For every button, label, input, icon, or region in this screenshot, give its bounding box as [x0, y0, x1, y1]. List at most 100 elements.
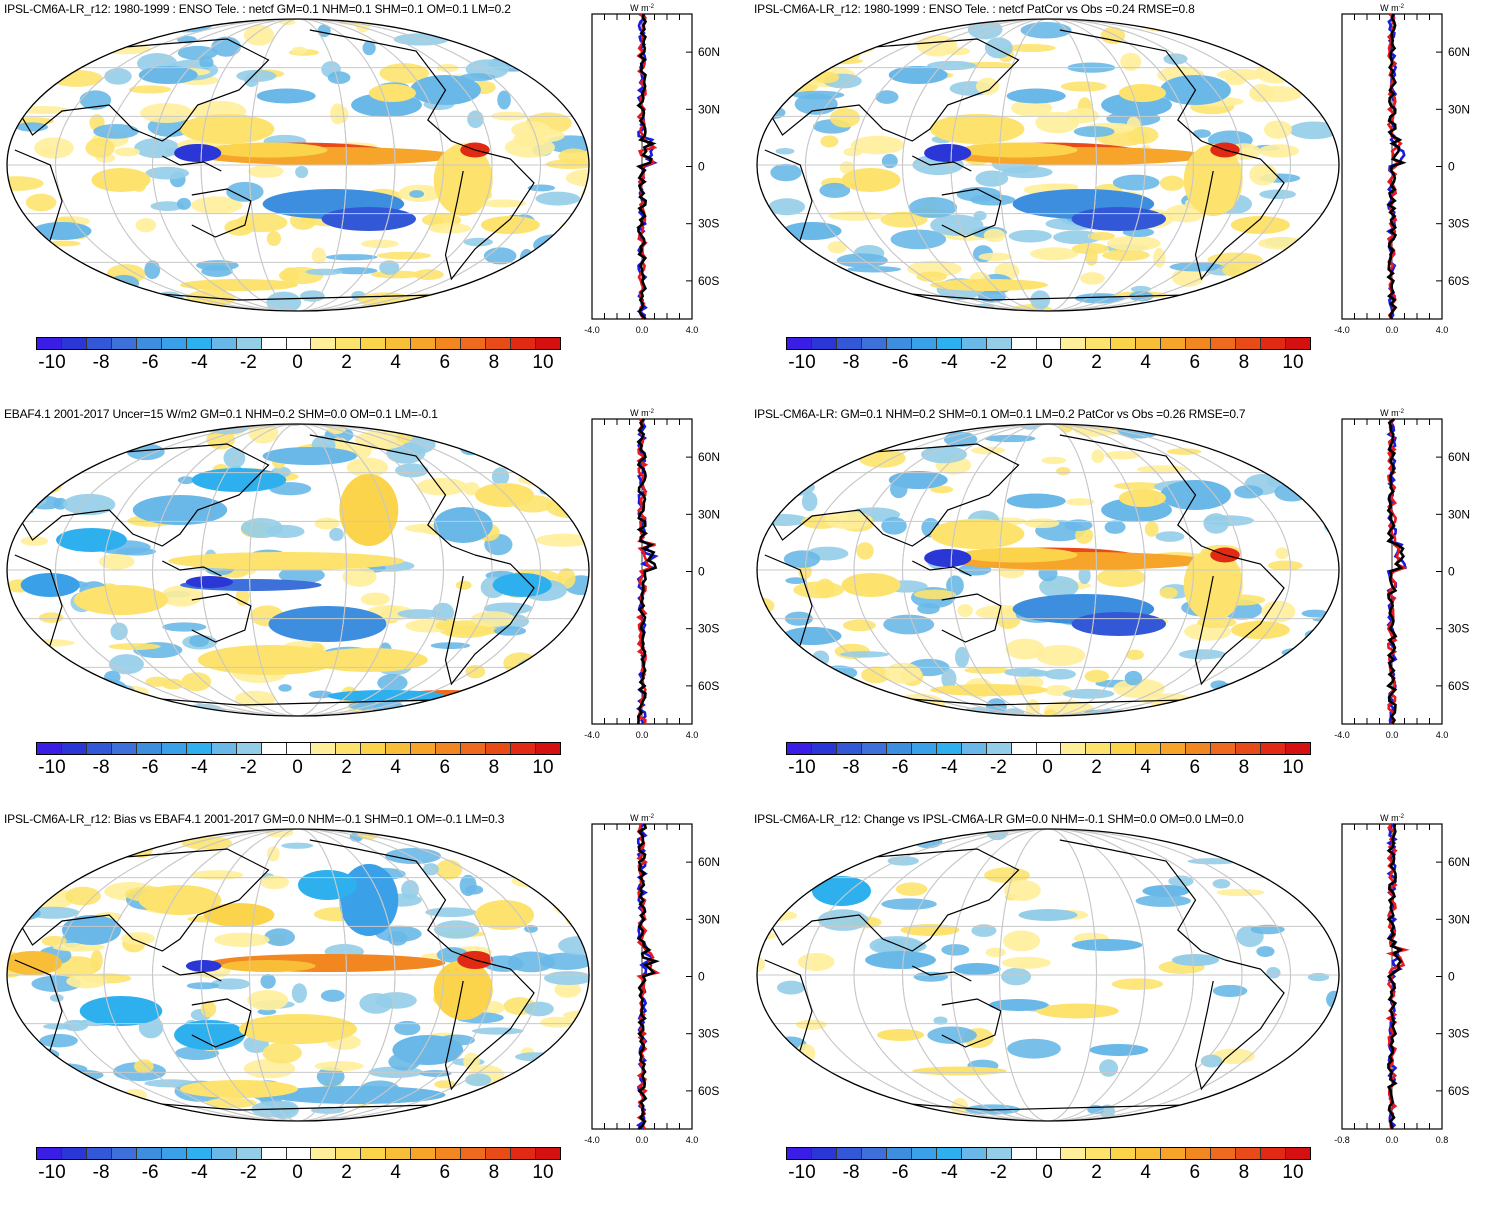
robinson-map	[6, 18, 590, 312]
colorbar-swatch	[1261, 743, 1287, 754]
colorbar-label: -10	[38, 1162, 66, 1183]
zonal-profile: 60N 30N 0 30S 60S -4.0 0.0 4.0 W m-2	[1334, 3, 1470, 335]
lat-tick-label: 0	[698, 565, 705, 579]
colorbar-swatch	[911, 1148, 937, 1159]
colorbar-label: 2	[1091, 1162, 1102, 1183]
colorbar-swatch	[37, 743, 62, 754]
colorbar-swatch	[886, 1148, 912, 1159]
colorbar-swatch	[236, 338, 262, 349]
x-tick-label: 0.0	[1386, 1135, 1399, 1145]
colorbar-swatch	[386, 338, 412, 349]
colorbar-swatch	[136, 743, 162, 754]
colorbar-swatch	[386, 1148, 412, 1159]
colorbar-swatch	[161, 743, 187, 754]
colorbar-swatch	[261, 743, 287, 754]
graticule	[757, 424, 1339, 716]
colorbar-swatch	[536, 1148, 561, 1159]
lat-tick-label: 30S	[698, 217, 719, 231]
colorbar-label: -4	[940, 1162, 958, 1183]
colorbar	[786, 337, 1311, 350]
colorbar-label: -4	[940, 757, 958, 778]
lat-tick-label: 60N	[1448, 855, 1470, 869]
colorbar-swatch	[1186, 338, 1212, 349]
colorbar-swatch	[486, 338, 512, 349]
lat-tick-label: 60S	[1448, 1084, 1469, 1098]
colorbar-label: 8	[1238, 352, 1250, 373]
colorbar-swatch	[111, 743, 137, 754]
map-field	[757, 19, 1339, 311]
colorbar-swatch	[311, 743, 337, 754]
zonal-profile: 60N 30N 0 30S 60S -4.0 0.0 4.0 W m-2	[584, 3, 720, 335]
colorbar-swatch	[1086, 1148, 1112, 1159]
colorbar-label: 2	[1091, 757, 1102, 778]
colorbar-swatch	[86, 338, 112, 349]
zonal-profile: 60N 30N 0 30S 60S -0.8 0.0 0.8 W m-2	[1334, 813, 1470, 1145]
colorbar-label: 10	[1282, 1162, 1304, 1183]
colorbar-swatch	[111, 1148, 137, 1159]
lat-tick-label: 30N	[698, 507, 720, 521]
profile-line-mean	[636, 418, 658, 725]
profile-line-mean	[1386, 823, 1404, 1130]
colorbar-swatch	[811, 743, 837, 754]
graticule	[757, 829, 1339, 1121]
colorbar-swatch	[111, 338, 137, 349]
graticule	[7, 19, 589, 311]
zonal-profile: 60N 30N 0 30S 60S -4.0 0.0 4.0 W m-2	[584, 408, 720, 740]
colorbar-swatch	[811, 338, 837, 349]
colorbar-swatch	[1111, 743, 1137, 754]
panel-title: IPSL-CM6A-LR: GM=0.1 NHM=0.2 SHM=0.1 OM=…	[754, 407, 1246, 421]
colorbar-swatch	[436, 1148, 462, 1159]
colorbar-label: 2	[1091, 352, 1102, 373]
lat-tick-label: 60N	[698, 45, 720, 59]
colorbar-swatch	[211, 1148, 237, 1159]
colorbar-swatch	[186, 338, 212, 349]
colorbar-label: -6	[891, 757, 909, 778]
colorbar-label: -8	[842, 1162, 860, 1183]
panel-2: IPSL-CM6A-LR_r12: 1980-1999 : ENSO Tele.…	[750, 0, 1486, 400]
colorbar-label: 0	[1042, 352, 1053, 373]
x-tick-label: -0.8	[1334, 1135, 1350, 1145]
colorbar-swatch	[311, 338, 337, 349]
colorbar-label: -2	[989, 757, 1007, 778]
colorbar-swatch	[1236, 1148, 1262, 1159]
colorbar-swatch	[961, 743, 987, 754]
robinson-map	[756, 18, 1340, 312]
colorbar-swatch	[886, 338, 912, 349]
colorbar-swatch	[361, 1148, 387, 1159]
coastlines	[14, 434, 535, 706]
colorbar	[786, 1147, 1311, 1160]
colorbar-swatch	[1236, 338, 1262, 349]
colorbar-swatch	[511, 1148, 537, 1159]
profile-line-mean	[636, 823, 660, 1131]
colorbar-swatch	[336, 338, 362, 349]
x-tick-label: 0.0	[1386, 730, 1399, 740]
colorbar-label: 8	[1238, 1162, 1250, 1183]
colorbar-swatch	[1111, 1148, 1137, 1159]
colorbar-label: -8	[92, 1162, 110, 1183]
colorbar-swatch	[86, 1148, 112, 1159]
colorbar-swatch	[1011, 1148, 1037, 1159]
colorbar	[786, 742, 1311, 755]
colorbar-swatch	[1211, 338, 1237, 349]
colorbar-swatch	[787, 1148, 812, 1159]
colorbar-label: -8	[842, 757, 860, 778]
lat-tick-label: 0	[1448, 565, 1455, 579]
colorbar-swatch	[861, 1148, 887, 1159]
x-tick-label: -4.0	[1334, 325, 1350, 335]
lat-tick-label: 30S	[698, 622, 719, 636]
colorbar-swatch	[861, 338, 887, 349]
unit-label: W m-2	[1380, 813, 1404, 823]
lat-tick-label: 0	[698, 970, 705, 984]
panel-title: IPSL-CM6A-LR_r12: Bias vs EBAF4.1 2001-2…	[4, 812, 505, 826]
colorbar-label: -4	[940, 352, 958, 373]
colorbar-label: -2	[239, 757, 257, 778]
colorbar-label: -8	[842, 352, 860, 373]
colorbar-label: 0	[292, 352, 303, 373]
colorbar-swatch	[1161, 743, 1187, 754]
lat-tick-label: 30N	[698, 102, 720, 116]
lat-tick-label: 0	[1448, 970, 1455, 984]
colorbar-label: -2	[989, 1162, 1007, 1183]
colorbar-label: 6	[1189, 352, 1201, 373]
colorbar-label: 6	[439, 1162, 451, 1183]
lat-tick-label: 30N	[1448, 912, 1470, 926]
